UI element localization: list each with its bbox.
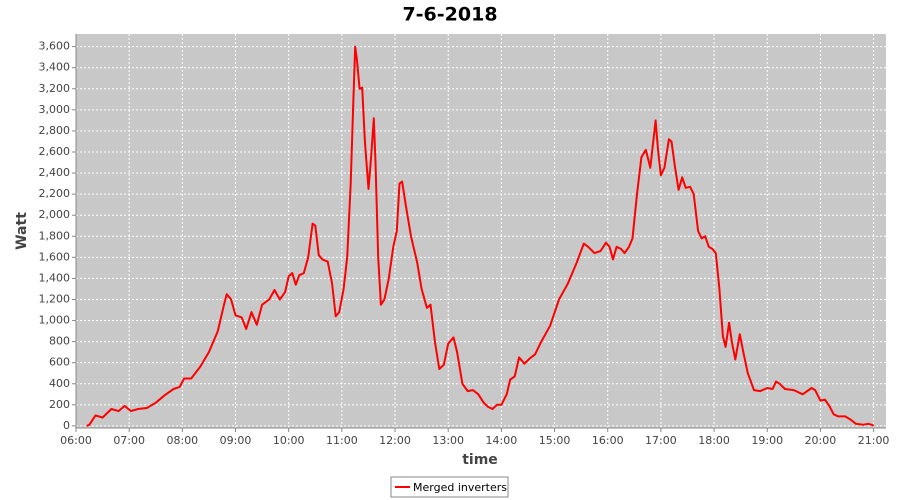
x-tick-label: 21:00	[858, 434, 890, 447]
chart-title: 7-6-2018	[402, 4, 497, 26]
y-tick-label: 2,400	[39, 166, 71, 179]
x-tick-label: 11:00	[326, 434, 358, 447]
y-tick-label: 1,600	[39, 250, 71, 263]
x-tick-label: 10:00	[273, 434, 305, 447]
y-tick-label: 1,200	[39, 292, 71, 305]
legend-label: Merged inverters	[413, 481, 507, 494]
x-tick-label: 19:00	[751, 434, 783, 447]
x-tick-label: 20:00	[805, 434, 837, 447]
y-tick-label: 1,800	[39, 229, 71, 242]
y-tick-label: 3,000	[39, 103, 71, 116]
x-tick-label: 14:00	[486, 434, 518, 447]
y-tick-label: 2,000	[39, 208, 71, 221]
x-tick-label: 12:00	[379, 434, 411, 447]
y-axis-label: Watt	[14, 212, 30, 250]
y-tick-label: 400	[49, 377, 70, 390]
x-axis-label: time	[462, 452, 498, 468]
x-tick-label: 15:00	[539, 434, 571, 447]
y-tick-label: 2,800	[39, 124, 71, 137]
x-tick-label: 07:00	[113, 434, 145, 447]
x-tick-label: 18:00	[698, 434, 730, 447]
y-tick-label: 1,400	[39, 271, 71, 284]
x-tick-label: 17:00	[645, 434, 677, 447]
x-tick-label: 09:00	[220, 434, 252, 447]
y-tick-label: 2,600	[39, 145, 71, 158]
data-line	[86, 45, 875, 427]
x-tick-label: 08:00	[166, 434, 198, 447]
legend	[390, 476, 509, 498]
y-tick-label: 1,000	[39, 314, 71, 327]
x-tick-label: 06:00	[60, 434, 92, 447]
y-tick-label: 3,200	[39, 82, 71, 95]
y-tick-label: 600	[49, 356, 70, 369]
y-tick-label: 3,400	[39, 61, 71, 74]
y-tick-label: 0	[63, 419, 70, 432]
y-tick-label: 3,600	[39, 40, 71, 53]
y-tick-label: 200	[49, 398, 70, 411]
x-tick-label: 16:00	[592, 434, 624, 447]
y-tick-label: 2,200	[39, 187, 71, 200]
y-tick-label: 800	[49, 335, 70, 348]
x-tick-label: 13:00	[432, 434, 464, 447]
